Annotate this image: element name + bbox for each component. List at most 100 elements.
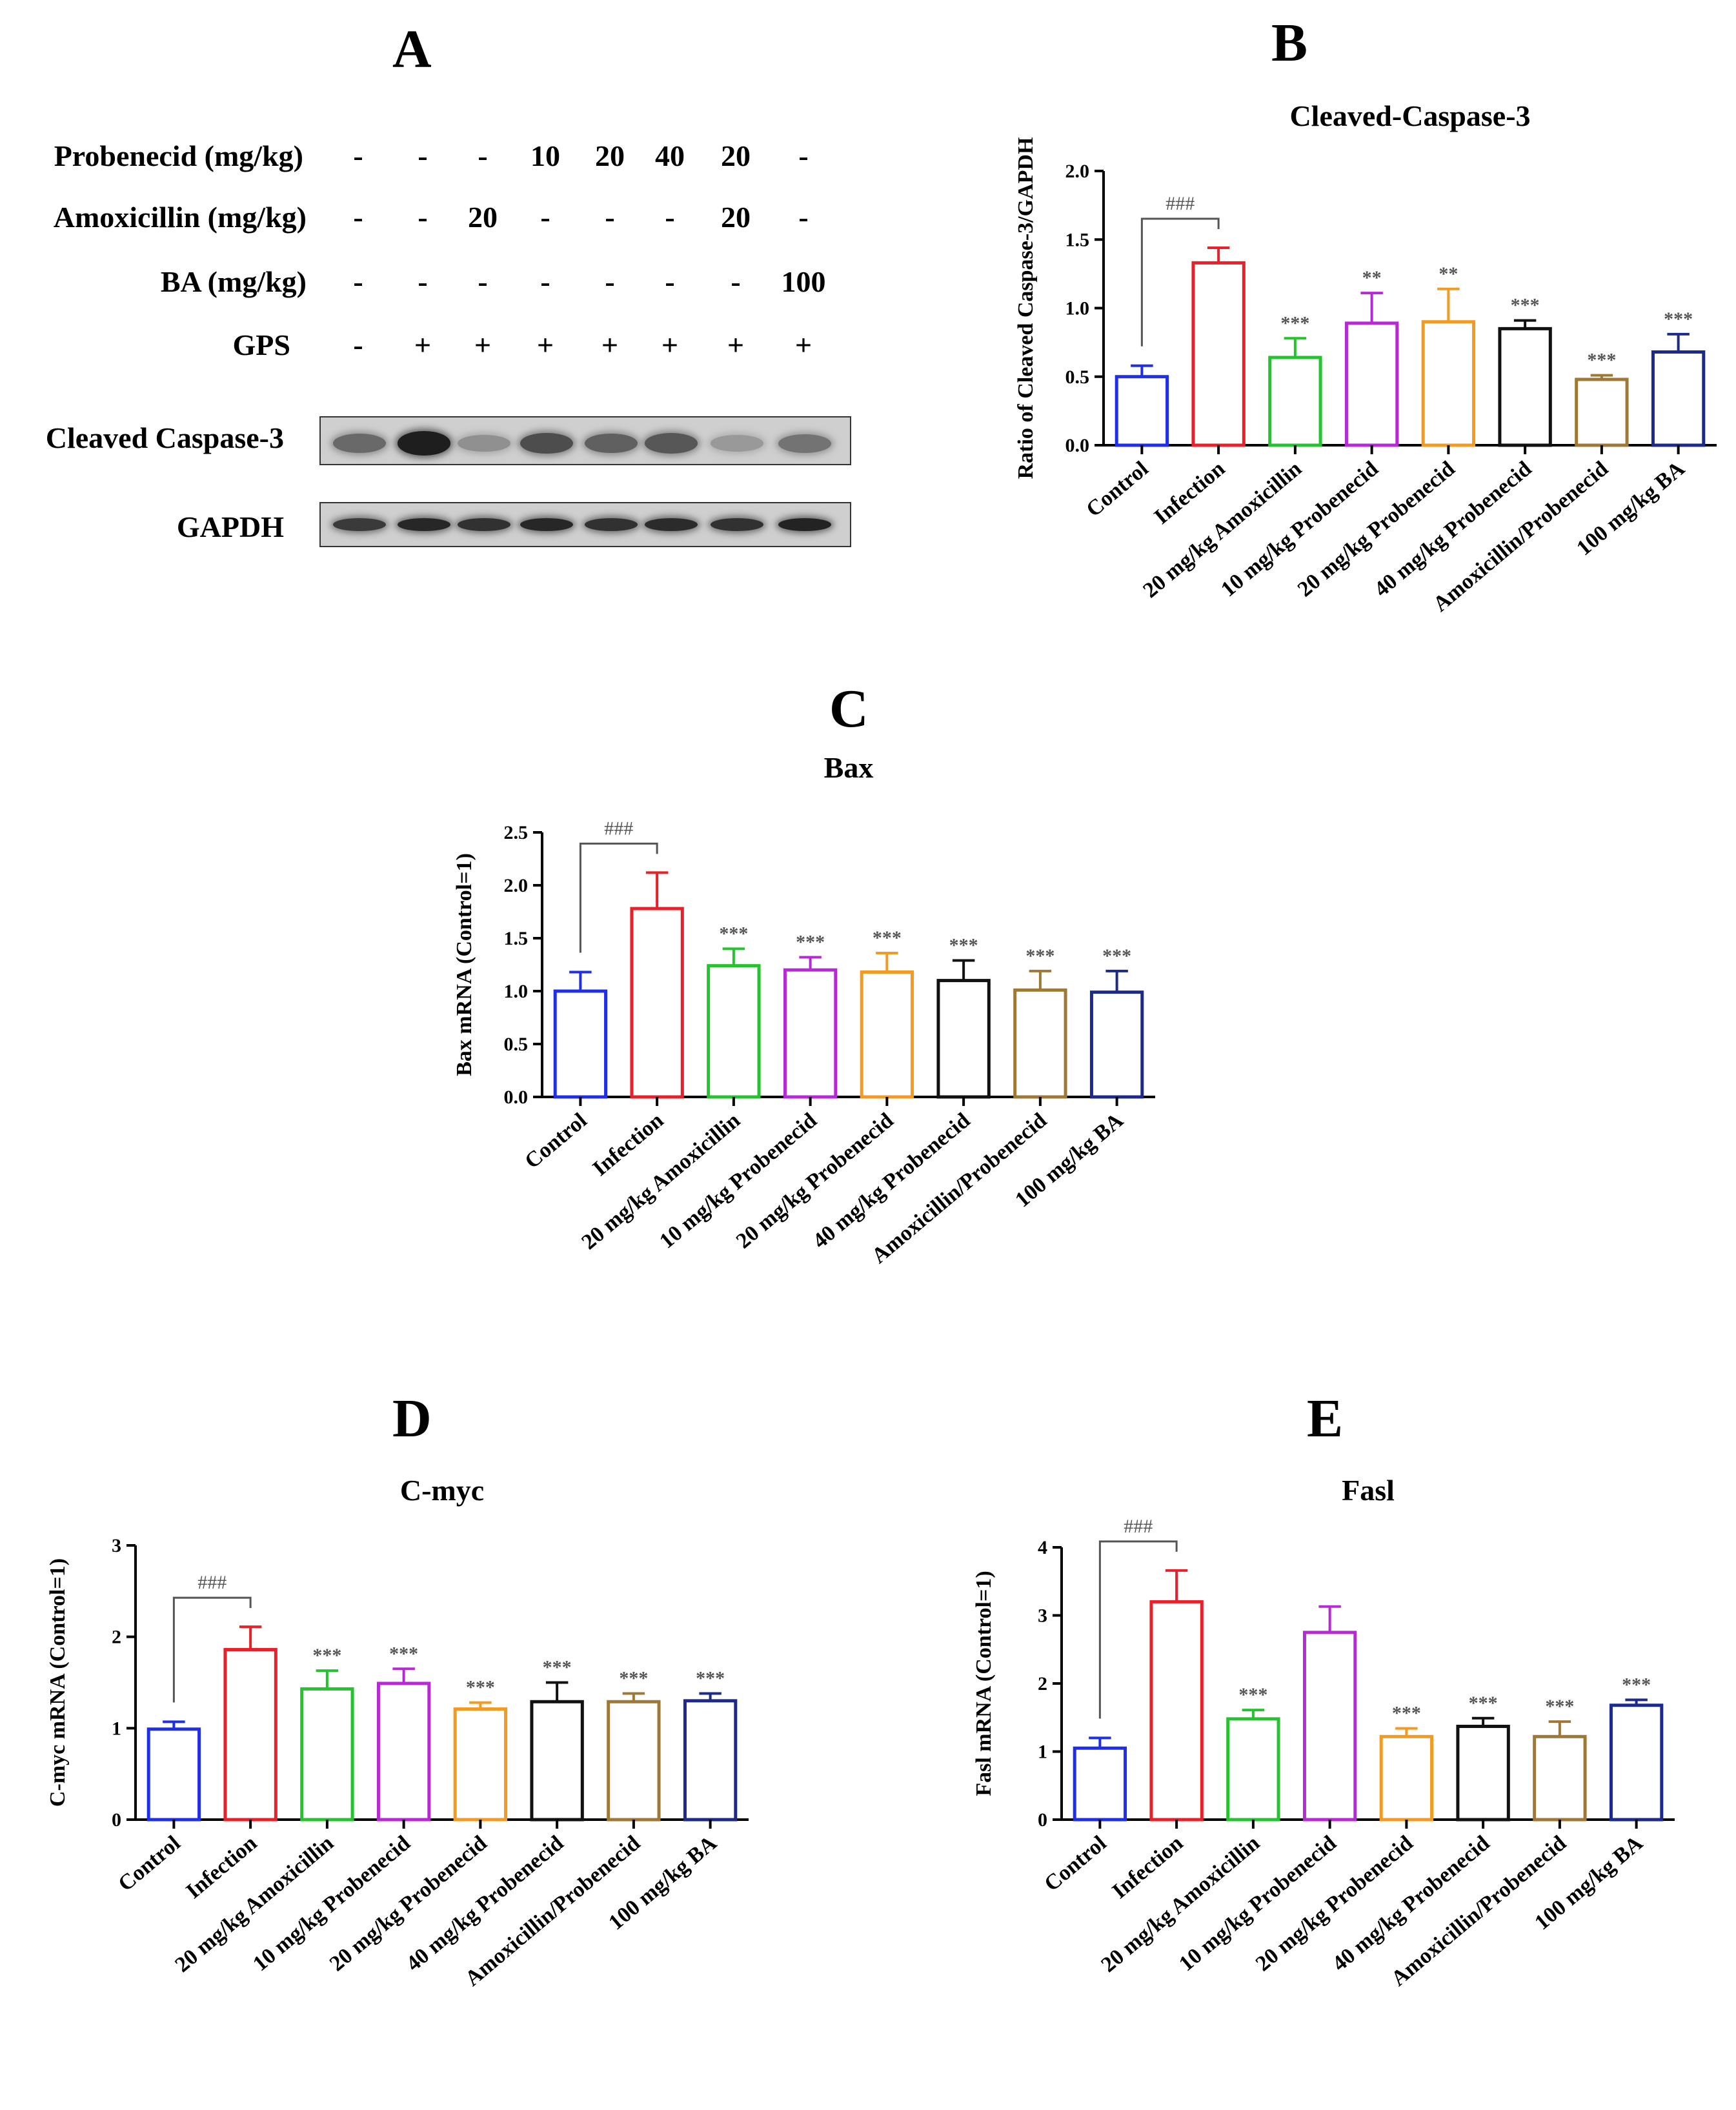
bar-5 — [1379, 1734, 1434, 1822]
bar-3 — [1268, 356, 1322, 447]
y-tick-label: 1 — [1038, 1742, 1047, 1763]
treatment-value: + — [414, 328, 432, 361]
treatment-value: 20 — [721, 201, 751, 234]
bar-6 — [1498, 327, 1552, 447]
blot-band — [398, 518, 450, 531]
treatment-label-ba: BA (mg/kg) — [160, 265, 307, 298]
bracket-label: ### — [604, 818, 633, 839]
x-tick-label: Control — [114, 1831, 185, 1896]
blot-label-cleaved-caspase-3: Cleaved Caspase-3 — [45, 421, 284, 454]
bar-4 — [1302, 1631, 1357, 1822]
y-tick-label: 1.0 — [1065, 298, 1090, 319]
blot-band — [645, 518, 698, 531]
y-tick-label: 1.0 — [504, 981, 529, 1002]
significance-label: *** — [1280, 312, 1309, 334]
panel-letter-e: E — [1307, 1389, 1344, 1449]
treatment-value: + — [474, 328, 492, 361]
chart-title: Cleaved-Caspase-3 — [1289, 99, 1530, 132]
significance-label: *** — [1511, 295, 1540, 316]
x-tick-label: Control — [520, 1109, 591, 1174]
chart-title: Bax — [824, 751, 874, 784]
treatment-value: - — [798, 139, 809, 172]
significance-label: *** — [1469, 1693, 1498, 1714]
y-tick-label: 3 — [112, 1535, 121, 1556]
chart-b-cleaved-caspase-3: Cleaved-Caspase-3 Ratio of Cleaved Caspas… — [1014, 99, 1717, 616]
treatment-value: - — [418, 201, 428, 234]
y-tick-label: 2 — [112, 1627, 121, 1648]
blot-band — [585, 433, 638, 454]
bar-8 — [1609, 1703, 1664, 1822]
significance-label: *** — [796, 932, 825, 953]
treatment-value: - — [798, 201, 809, 234]
bar-8 — [1089, 990, 1144, 1099]
bar-1 — [1073, 1746, 1127, 1822]
bar-3 — [1226, 1717, 1280, 1822]
treatment-value: - — [418, 265, 428, 298]
y-axis-label: Fasl mRNA (Control=1) — [972, 1571, 996, 1796]
significance-label: ** — [1438, 263, 1458, 285]
bar-3 — [300, 1687, 354, 1822]
significance-label: *** — [696, 1668, 725, 1689]
significance-label: *** — [1102, 945, 1131, 967]
blot-band — [458, 518, 510, 531]
bar-2 — [630, 907, 684, 1099]
y-tick-label: 2.0 — [1065, 161, 1090, 182]
treatment-value: - — [418, 139, 428, 172]
bar-8 — [683, 1699, 738, 1822]
y-tick-label: 2.5 — [504, 822, 529, 843]
treatment-value: + — [727, 328, 745, 361]
y-tick-label: 0.0 — [504, 1087, 529, 1108]
blot-band — [458, 434, 510, 452]
treatment-value: - — [605, 265, 615, 298]
panel-letter-b: B — [1271, 13, 1308, 73]
significance-label: *** — [312, 1645, 341, 1666]
treatment-value: 40 — [655, 139, 685, 172]
treatment-label-amoxicillin: Amoxicillin (mg/kg) — [53, 201, 307, 234]
treatment-value: - — [540, 201, 550, 234]
y-tick-label: 0.5 — [1065, 367, 1090, 388]
treatment-value: 20 — [595, 139, 625, 172]
y-tick-label: 1 — [112, 1718, 121, 1739]
significance-bracket — [172, 1596, 252, 1703]
blot-label-gapdh: GAPDH — [176, 510, 284, 543]
y-tick-label: 1.5 — [504, 928, 529, 949]
y-axis-label: Ratio of Cleaved Caspase-3/GAPDH — [1014, 137, 1038, 479]
significance-label: *** — [543, 1657, 572, 1678]
significance-label: *** — [1545, 1696, 1574, 1717]
treatment-value: - — [353, 139, 363, 172]
x-tick-label: Control — [1082, 457, 1153, 522]
treatment-value: - — [540, 265, 550, 298]
treatment-label-gps: GPS — [232, 328, 290, 361]
treatment-value: + — [536, 328, 554, 361]
chart-title: Fasl — [1342, 1474, 1395, 1507]
y-tick-label: 4 — [1038, 1537, 1047, 1558]
bar-5 — [1421, 320, 1476, 447]
bar-2 — [1191, 261, 1246, 447]
y-axis-label: Bax mRNA (Control=1) — [452, 853, 476, 1076]
blot-band — [778, 518, 831, 531]
significance-label: ** — [1362, 267, 1382, 288]
treatment-value: 20 — [721, 139, 751, 172]
significance-label: *** — [1238, 1684, 1267, 1705]
treatment-value: - — [478, 265, 488, 298]
significance-label: *** — [1392, 1703, 1421, 1724]
significance-label: *** — [719, 923, 748, 944]
treatment-value: + — [661, 328, 679, 361]
treatment-label-probenecid: Probenecid (mg/kg) — [54, 139, 303, 172]
treatment-value: 10 — [530, 139, 560, 172]
treatment-value: 20 — [468, 201, 498, 234]
bar-1 — [1115, 375, 1169, 447]
blot-band — [711, 435, 763, 452]
bar-7 — [1013, 988, 1067, 1099]
significance-label: *** — [1622, 1674, 1651, 1695]
blot-cleaved-caspase-3 — [319, 416, 851, 465]
significance-label: *** — [873, 927, 902, 949]
blot-band — [520, 432, 573, 454]
blot-band — [645, 433, 698, 454]
bar-6 — [936, 979, 991, 1099]
blot-band — [778, 434, 831, 453]
treatment-value: + — [601, 328, 619, 361]
y-tick-label: 2 — [1038, 1673, 1047, 1694]
